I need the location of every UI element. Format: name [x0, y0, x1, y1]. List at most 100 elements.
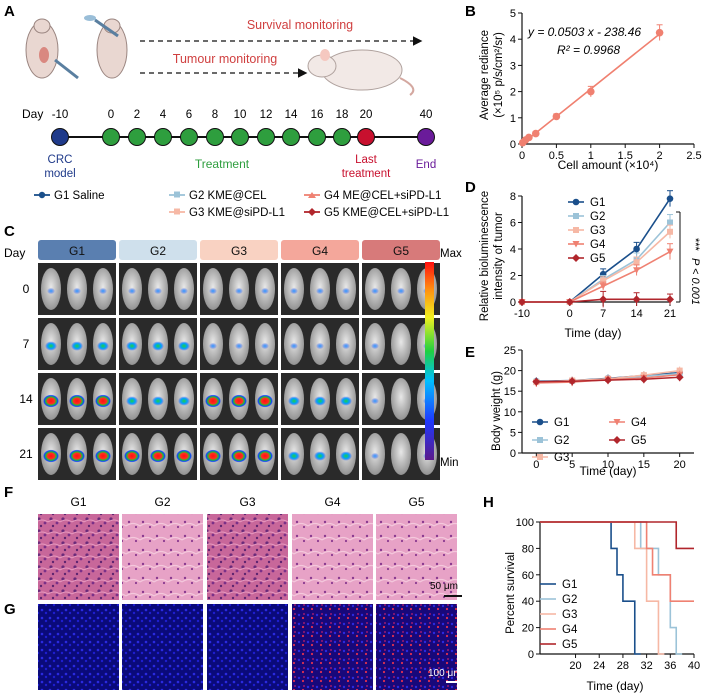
group-header-label: G5 — [393, 244, 409, 258]
timeline-node — [308, 128, 326, 146]
panel-c: C Day G1 G2 G3 G4 G5 0 7 14 21 Max Min — [4, 223, 462, 480]
bioluminescence-signal — [342, 287, 350, 295]
timeline-node — [357, 128, 375, 146]
bioluminescence-signal — [152, 396, 164, 406]
timeline-node — [231, 128, 249, 146]
bioluminescence-signal — [235, 287, 243, 295]
x-tick-label: 2 — [657, 150, 663, 162]
c-day-label: Day — [4, 246, 25, 260]
group-legend: G1 Saline G2 KME@CEL G4 ME@CEL+siPD-L1 G3 K… — [34, 190, 449, 219]
c-image-grid — [38, 263, 440, 480]
f-group-label: G2 — [154, 495, 170, 509]
bioluminescence-signal — [371, 342, 379, 350]
chart-h: 0 20 40 60 80 100 20 24 28 32 36 40 G1 G2 G3 G4 G5 — [516, 517, 700, 672]
timeline-day-tick: 18 — [336, 109, 349, 121]
panel-b: B 0 1 2 3 4 5 0 0.5 1 1.5 2 2.5 y = 0.0503 x - 238.… — [465, 3, 702, 172]
y-tick-label: 2 — [510, 271, 516, 283]
c-group-headers: G1 G2 G3 G4 G5 — [38, 240, 440, 260]
he-stain-image — [376, 514, 457, 600]
data-point — [537, 454, 543, 460]
data-point — [676, 367, 683, 374]
panel-letter-b: B — [465, 3, 476, 20]
data-point — [600, 277, 607, 284]
timeline-day-tick: 0 — [108, 109, 114, 121]
timeline-node — [180, 128, 198, 146]
bioluminescence-signal — [257, 449, 273, 463]
data-point — [573, 227, 579, 233]
legend-label: G3 — [554, 452, 569, 464]
g-scale-label: 100 μm — [428, 668, 462, 679]
data-point — [655, 28, 664, 37]
data-point — [667, 219, 673, 226]
legend-label: G1 — [562, 579, 577, 591]
x-tick-label: 15 — [638, 459, 650, 471]
bioluminescence-signal — [340, 396, 352, 406]
panel-h: H 0 20 40 60 80 100 20 24 28 32 36 40 G1 G2 G3 G4 G5 Per… — [483, 494, 700, 693]
mouse-illustration-monitor — [307, 49, 415, 96]
x-tick-label: 0 — [519, 150, 525, 162]
legend-marker — [308, 192, 316, 198]
f-group-label: G1 — [70, 495, 86, 509]
legend-label: G5 KME@CEL+siPD-L1 — [324, 207, 449, 219]
x-tick-label: 1 — [588, 150, 594, 162]
bioluminescence-signal — [124, 449, 140, 463]
fluorescence-image — [292, 604, 373, 690]
last-label: Last — [355, 154, 378, 166]
bioluminescence-signal — [371, 287, 379, 295]
y-tick-label: 100 — [516, 517, 534, 529]
group-header-label: G4 — [312, 244, 328, 258]
bioluminescence-signal — [126, 341, 138, 351]
data-point — [639, 375, 648, 384]
bioluminescence-signal — [126, 396, 138, 406]
crc-label: CRC — [48, 154, 73, 166]
data-point — [536, 418, 544, 426]
timeline-node — [102, 128, 120, 146]
f-group-label: G3 — [239, 495, 255, 509]
h-ylabel: Percent survival — [505, 552, 517, 634]
chart-e: 0 5 10 15 20 25 0 5 10 15 20 G1 G2 G3 G4 G5 — [504, 345, 694, 471]
data-point — [572, 241, 580, 248]
he-stain-image — [38, 514, 119, 600]
crc-model-label: model — [44, 168, 75, 180]
panel-e: E 0 5 10 15 20 25 0 5 10 15 20 G1 G2 G3 G4 G5 Body weig… — [465, 344, 694, 478]
f-scale-label: 50 μm — [430, 581, 458, 592]
legend-label: G5 — [562, 639, 577, 651]
y-tick-label: 8 — [510, 191, 516, 203]
y-tick-label: 20 — [504, 366, 516, 378]
x-tick-label: 0 — [533, 459, 539, 471]
timeline-nodes: -10 0 2 4 6 8 10 12 14 16 18 20 40 — [51, 109, 435, 146]
panel-letter-g: G — [4, 601, 16, 618]
fluorescence-image — [376, 604, 457, 690]
bioluminescence-signal — [342, 342, 350, 350]
c-row-labels: 0 7 14 21 — [19, 282, 33, 461]
legend-label: G5 — [631, 435, 646, 447]
data-point — [666, 248, 674, 256]
data-point — [537, 437, 543, 443]
d-pvalue: P < 0.001 — [689, 258, 701, 305]
timeline-day-label: Day — [22, 107, 43, 121]
colorbar — [425, 262, 434, 460]
data-point — [604, 376, 612, 385]
bioluminescence-signal — [261, 342, 269, 350]
survival-curve — [540, 521, 694, 550]
f-histology-grid: G1 G2 G3 G4 G5 — [38, 495, 457, 600]
timeline-day-tick: 16 — [311, 109, 324, 121]
bioluminescence-signal — [150, 449, 166, 463]
bioluminescence-signal — [290, 287, 298, 295]
data-point — [632, 295, 641, 304]
timeline-day-tick: 2 — [134, 109, 140, 121]
panel-letter-a: A — [4, 3, 15, 20]
x-tick-label: 20 — [569, 660, 581, 672]
x-tick-label: 0 — [567, 308, 573, 320]
e-ylabel: Body weight (g) — [491, 371, 503, 451]
bioluminescence-signal — [371, 452, 379, 460]
end-label: End — [416, 159, 436, 171]
legend-label: G2 — [590, 211, 605, 223]
y-tick-label: 20 — [522, 623, 534, 635]
bioluminescence-signal — [43, 449, 59, 463]
panel-letter-d: D — [465, 179, 476, 196]
legend-label: G5 — [590, 253, 605, 265]
colorbar-min: Min — [440, 457, 459, 469]
x-tick-label: 14 — [630, 308, 642, 320]
